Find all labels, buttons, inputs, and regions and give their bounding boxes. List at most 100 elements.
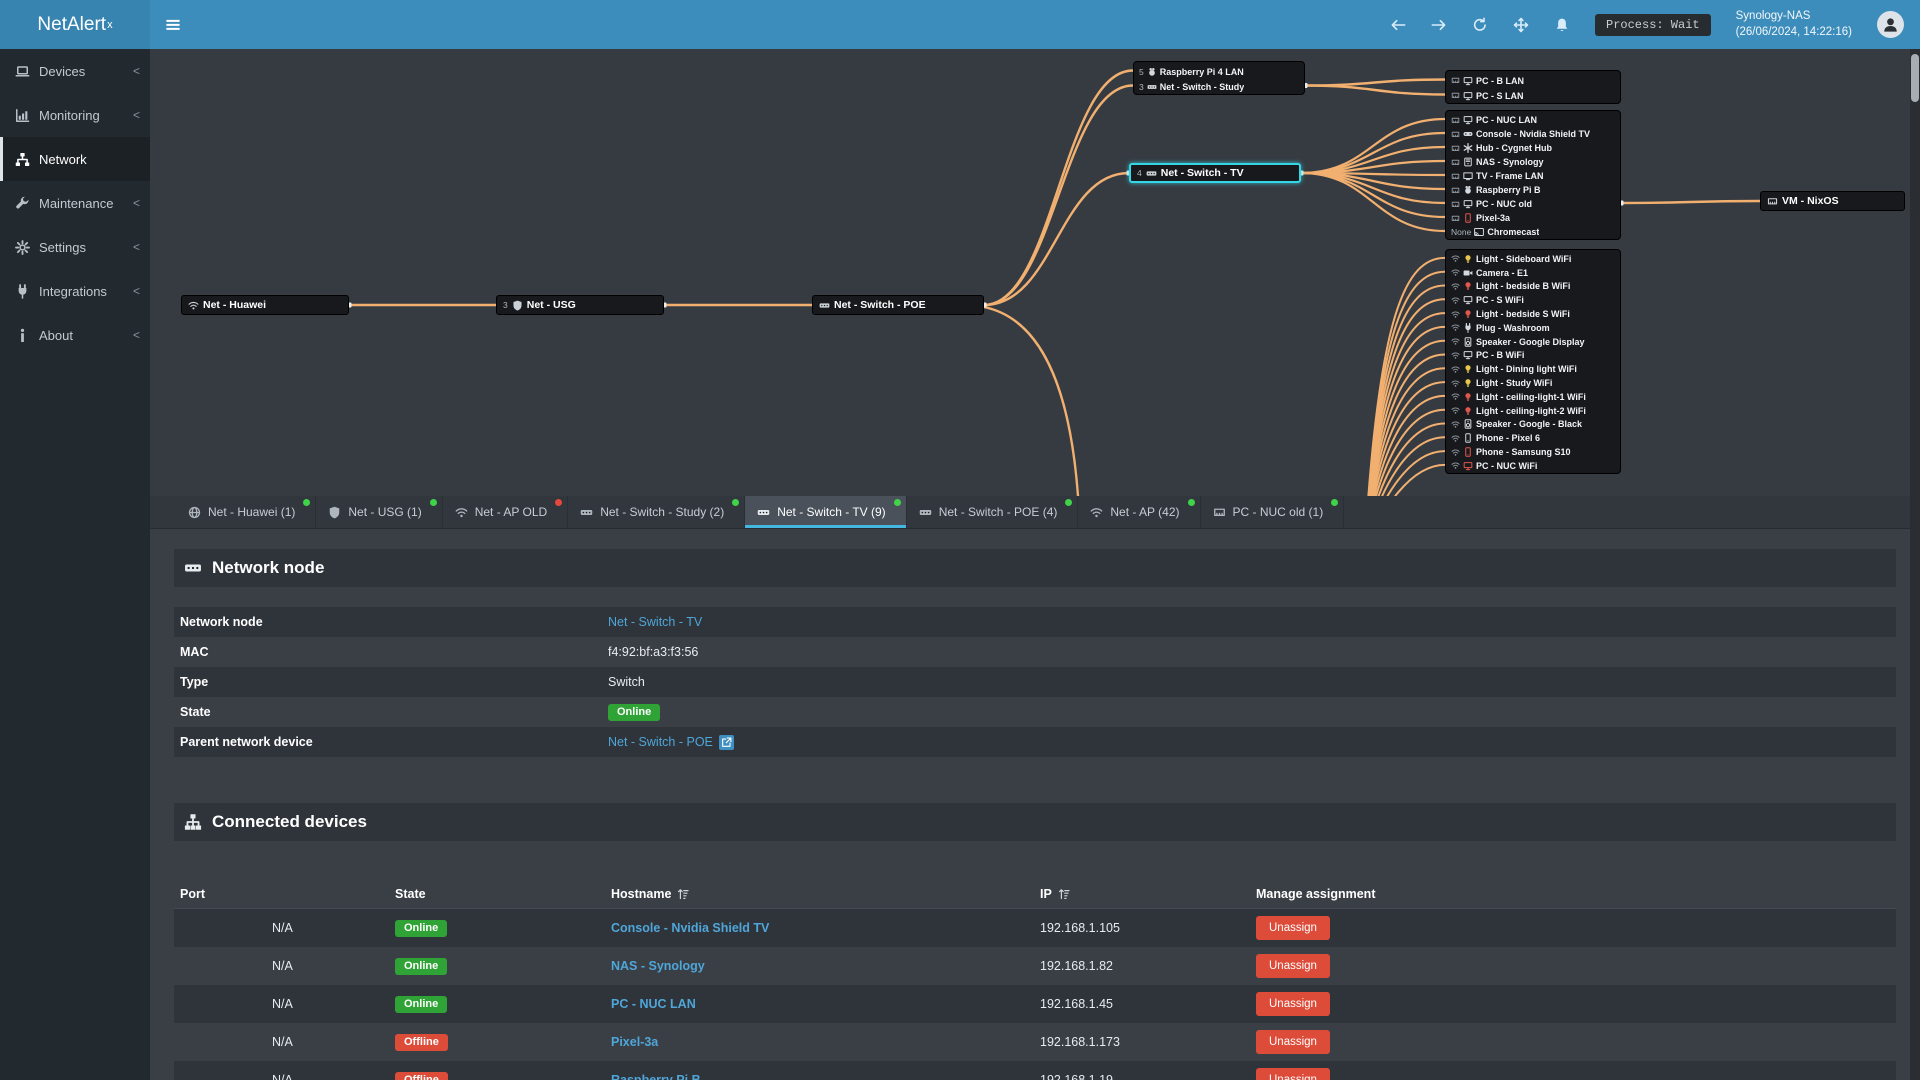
sidebar-item-devices[interactable]: Devices <: [0, 49, 150, 93]
topology-device-nas-synology[interactable]: NAS - Synology: [1446, 155, 1620, 169]
topology-device-light-dining-light-wifi[interactable]: Light - Dining light WiFi: [1446, 362, 1620, 376]
topology-node-net-huawei[interactable]: Net - Huawei: [181, 295, 349, 315]
topology-device-tv-frame-lan[interactable]: TV - Frame LAN: [1446, 169, 1620, 183]
topology-device-light-bedside-b-wifi[interactable]: Light - bedside B WiFi: [1446, 280, 1620, 294]
status-dot: [1187, 499, 1195, 506]
topology-device-phone-samsung-s10[interactable]: Phone - Samsung S10: [1446, 445, 1620, 459]
state-cell: Online: [395, 957, 611, 975]
user-avatar[interactable]: [1877, 11, 1904, 38]
topology-device-pc-b-wifi[interactable]: PC - B WiFi: [1446, 349, 1620, 363]
sidebar-item-maintenance[interactable]: Maintenance <: [0, 181, 150, 225]
device-label: PC - NUC WiFi: [1476, 460, 1538, 471]
tab-net-usg-1[interactable]: Net - USG (1): [316, 496, 443, 528]
app-logo[interactable]: NetAlert x: [0, 0, 150, 49]
process-status-badge[interactable]: Process: Wait: [1595, 13, 1711, 36]
tab-net-huawei-1[interactable]: Net - Huawei (1): [176, 496, 317, 528]
hostname-link[interactable]: NAS - Synology: [611, 959, 705, 973]
hostname-link[interactable]: PC - NUC LAN: [611, 997, 696, 1011]
sort-icon: [677, 888, 690, 900]
switch-icon: [757, 506, 770, 519]
nav-back-icon[interactable]: [1390, 17, 1406, 33]
unassign-button[interactable]: Unassign: [1256, 1068, 1330, 1080]
phone-icon: [1463, 447, 1473, 457]
topology-device-light-ceiling-light-1-wifi[interactable]: Light - ceiling-light-1 WiFi: [1446, 390, 1620, 404]
tab-net-switch-tv-9[interactable]: Net - Switch - TV (9): [745, 496, 907, 528]
wifi-icon: [1451, 392, 1460, 401]
external-link-icon[interactable]: [718, 734, 734, 750]
topology-device-light-ceiling-light-2-wifi[interactable]: Light - ceiling-light-2 WiFi: [1446, 404, 1620, 418]
topology-device-pixel-3a[interactable]: Pixel-3a: [1446, 211, 1620, 225]
topology-device-hub-cygnet-hub[interactable]: Hub - Cygnet Hub: [1446, 141, 1620, 155]
content: Network node Network node Net - Switch - …: [150, 549, 1920, 1080]
sidebar-item-monitoring[interactable]: Monitoring <: [0, 93, 150, 137]
link-net-switch-tv[interactable]: Net - Switch - TV: [608, 615, 703, 629]
topology-device-raspberry-pi-b[interactable]: Raspberry Pi B: [1446, 183, 1620, 197]
state-cell: Offline: [395, 1071, 611, 1080]
tab-net-ap-old[interactable]: Net - AP OLD: [443, 496, 569, 528]
network-node-row-parent-network-device: Parent network device Net - Switch - POE: [174, 727, 1896, 757]
hostname-link[interactable]: Raspberry Pi B: [611, 1073, 701, 1080]
topology-device-pc-s-lan[interactable]: PC - S LAN: [1446, 88, 1620, 103]
sidebar-item-settings[interactable]: Settings <: [0, 225, 150, 269]
unassign-button[interactable]: Unassign: [1256, 1030, 1330, 1054]
state-badge: Online: [395, 957, 448, 975]
refresh-icon[interactable]: [1472, 17, 1488, 33]
topology-device-pc-b-lan[interactable]: PC - B LAN: [1446, 73, 1620, 88]
hostname-link[interactable]: Console - Nvidia Shield TV: [611, 921, 770, 935]
topology-device-phone-pixel-6[interactable]: Phone - Pixel 6: [1446, 431, 1620, 445]
sidebar-item-about[interactable]: About <: [0, 313, 150, 357]
bulb-icon: [1463, 392, 1473, 402]
topology-node-net-switch-tv[interactable]: 4 Net - Switch - TV: [1129, 163, 1301, 183]
topology-device-light-sideboard-wifi[interactable]: Light - Sideboard WiFi: [1446, 252, 1620, 266]
topology-device-camera-e1[interactable]: Camera - E1: [1446, 266, 1620, 280]
unassign-button[interactable]: Unassign: [1256, 954, 1330, 978]
topology-device-light-bedside-s-wifi[interactable]: Light - bedside S WiFi: [1446, 307, 1620, 321]
unassign-button[interactable]: Unassign: [1256, 916, 1330, 940]
page-scrollbar[interactable]: [1910, 49, 1920, 1080]
topology-device-net-switch-study[interactable]: 3 Net - Switch - Study: [1134, 79, 1304, 94]
topology-device-chromecast[interactable]: None Chromecast: [1446, 225, 1620, 239]
wifi-icon: [188, 300, 199, 311]
ethernet-icon: [1767, 196, 1778, 207]
table-header-row: Port State Hostname IP Manage assignment: [174, 879, 1896, 909]
topology-device-raspberry-pi-4-lan[interactable]: 5 Raspberry Pi 4 LAN: [1134, 64, 1304, 79]
device-label: Raspberry Pi 4 LAN: [1159, 66, 1244, 77]
sidebar-item-label: Integrations: [39, 283, 107, 299]
topology-node-net-switch-poe[interactable]: Net - Switch - POE: [812, 295, 984, 315]
tab-net-switch-study-2[interactable]: Net - Switch - Study (2): [568, 496, 746, 528]
sidebar-toggle-button[interactable]: [150, 0, 196, 49]
notifications-icon[interactable]: [1554, 17, 1570, 33]
nav-forward-icon[interactable]: [1431, 17, 1447, 33]
topology-device-speaker-google-black[interactable]: Speaker - Google - Black: [1446, 418, 1620, 432]
tab-net-ap-42[interactable]: Net - AP (42): [1078, 496, 1201, 528]
topology-node-net-usg[interactable]: 3 Net - USG: [496, 295, 664, 315]
topology-device-pc-nuc-old[interactable]: PC - NUC old: [1446, 197, 1620, 211]
unassign-button[interactable]: Unassign: [1256, 992, 1330, 1016]
tab-label: Net - AP OLD: [474, 505, 548, 519]
device-label: Speaker - Google Display: [1476, 336, 1585, 347]
state-badge: Offline: [395, 1071, 448, 1080]
field-label: Network node: [180, 615, 263, 629]
column-header-hostname[interactable]: Hostname: [611, 887, 1040, 901]
ethernet-icon: [1451, 172, 1460, 181]
topology-device-console-nvidia-shield-tv[interactable]: Console - Nvidia Shield TV: [1446, 127, 1620, 141]
move-icon[interactable]: [1513, 17, 1529, 33]
topology-device-pc-s-wifi[interactable]: PC - S WiFi: [1446, 293, 1620, 307]
topology-node-vm-nixos[interactable]: VM - NixOS: [1760, 191, 1905, 211]
tab-pc-nuc-old-1[interactable]: PC - NUC old (1): [1201, 496, 1345, 528]
shield-icon: [328, 506, 341, 519]
scrollbar-thumb[interactable]: [1911, 54, 1919, 102]
sidebar-item-integrations[interactable]: Integrations <: [0, 269, 150, 313]
topology-device-speaker-google-display[interactable]: Speaker - Google Display: [1446, 335, 1620, 349]
topology-device-light-study-wifi[interactable]: Light - Study WiFi: [1446, 376, 1620, 390]
link-net-switch-poe[interactable]: Net - Switch - POE: [608, 735, 713, 749]
hostname-link[interactable]: Pixel-3a: [611, 1035, 659, 1049]
topology-device-plug-washroom[interactable]: Plug - Washroom: [1446, 321, 1620, 335]
switch-icon: [919, 506, 932, 519]
column-header-ip[interactable]: IP: [1040, 887, 1256, 901]
sidebar-item-network[interactable]: Network: [0, 137, 150, 181]
hubstar-icon: [1463, 143, 1473, 153]
topology-device-pc-nuc-lan[interactable]: PC - NUC LAN: [1446, 113, 1620, 127]
topology-device-pc-nuc-wifi[interactable]: PC - NUC WiFi: [1446, 459, 1620, 473]
tab-net-switch-poe-4[interactable]: Net - Switch - POE (4): [907, 496, 1079, 528]
